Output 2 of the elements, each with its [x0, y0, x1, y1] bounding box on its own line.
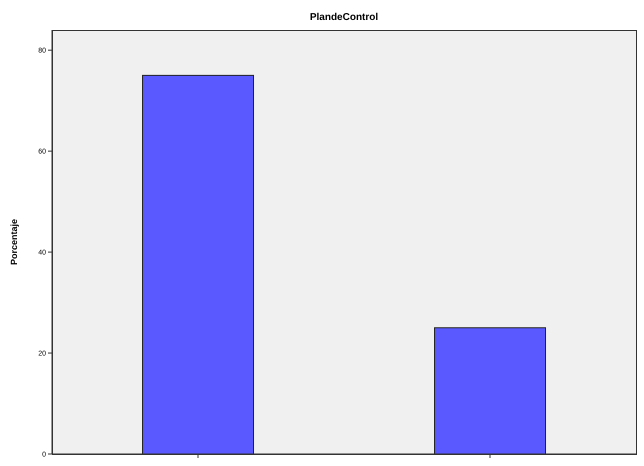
chart-title: PlandeControl [308, 12, 380, 23]
y-axis-title: Porcentaje [9, 218, 20, 266]
